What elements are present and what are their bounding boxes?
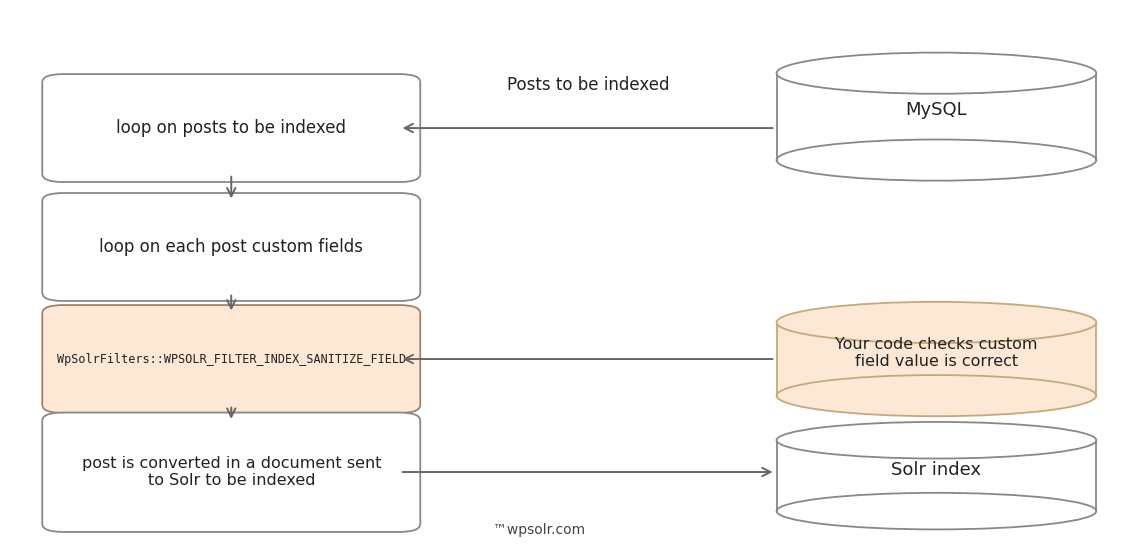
Ellipse shape: [777, 493, 1096, 530]
Text: Your code checks custom
field value is correct: Your code checks custom field value is c…: [835, 336, 1038, 369]
Ellipse shape: [777, 140, 1096, 181]
Text: Posts to be indexed: Posts to be indexed: [507, 76, 669, 94]
FancyBboxPatch shape: [42, 412, 420, 532]
Text: WpSolrFilters::WPSOLR_FILTER_INDEX_SANITIZE_FIELD: WpSolrFilters::WPSOLR_FILTER_INDEX_SANIT…: [57, 353, 405, 365]
Text: loop on each post custom fields: loop on each post custom fields: [99, 238, 363, 256]
Polygon shape: [777, 73, 1096, 160]
Ellipse shape: [777, 422, 1096, 459]
Polygon shape: [777, 440, 1096, 511]
Ellipse shape: [777, 375, 1096, 416]
Text: ™wpsolr.com: ™wpsolr.com: [493, 523, 585, 537]
Ellipse shape: [777, 52, 1096, 94]
Text: MySQL: MySQL: [906, 102, 967, 119]
FancyBboxPatch shape: [42, 74, 420, 182]
Text: post is converted in a document sent
to Solr to be indexed: post is converted in a document sent to …: [81, 456, 381, 488]
Polygon shape: [777, 323, 1096, 396]
FancyBboxPatch shape: [42, 305, 420, 413]
Ellipse shape: [777, 302, 1096, 343]
Text: Solr index: Solr index: [892, 461, 981, 479]
FancyBboxPatch shape: [42, 193, 420, 301]
Text: loop on posts to be indexed: loop on posts to be indexed: [116, 119, 346, 137]
